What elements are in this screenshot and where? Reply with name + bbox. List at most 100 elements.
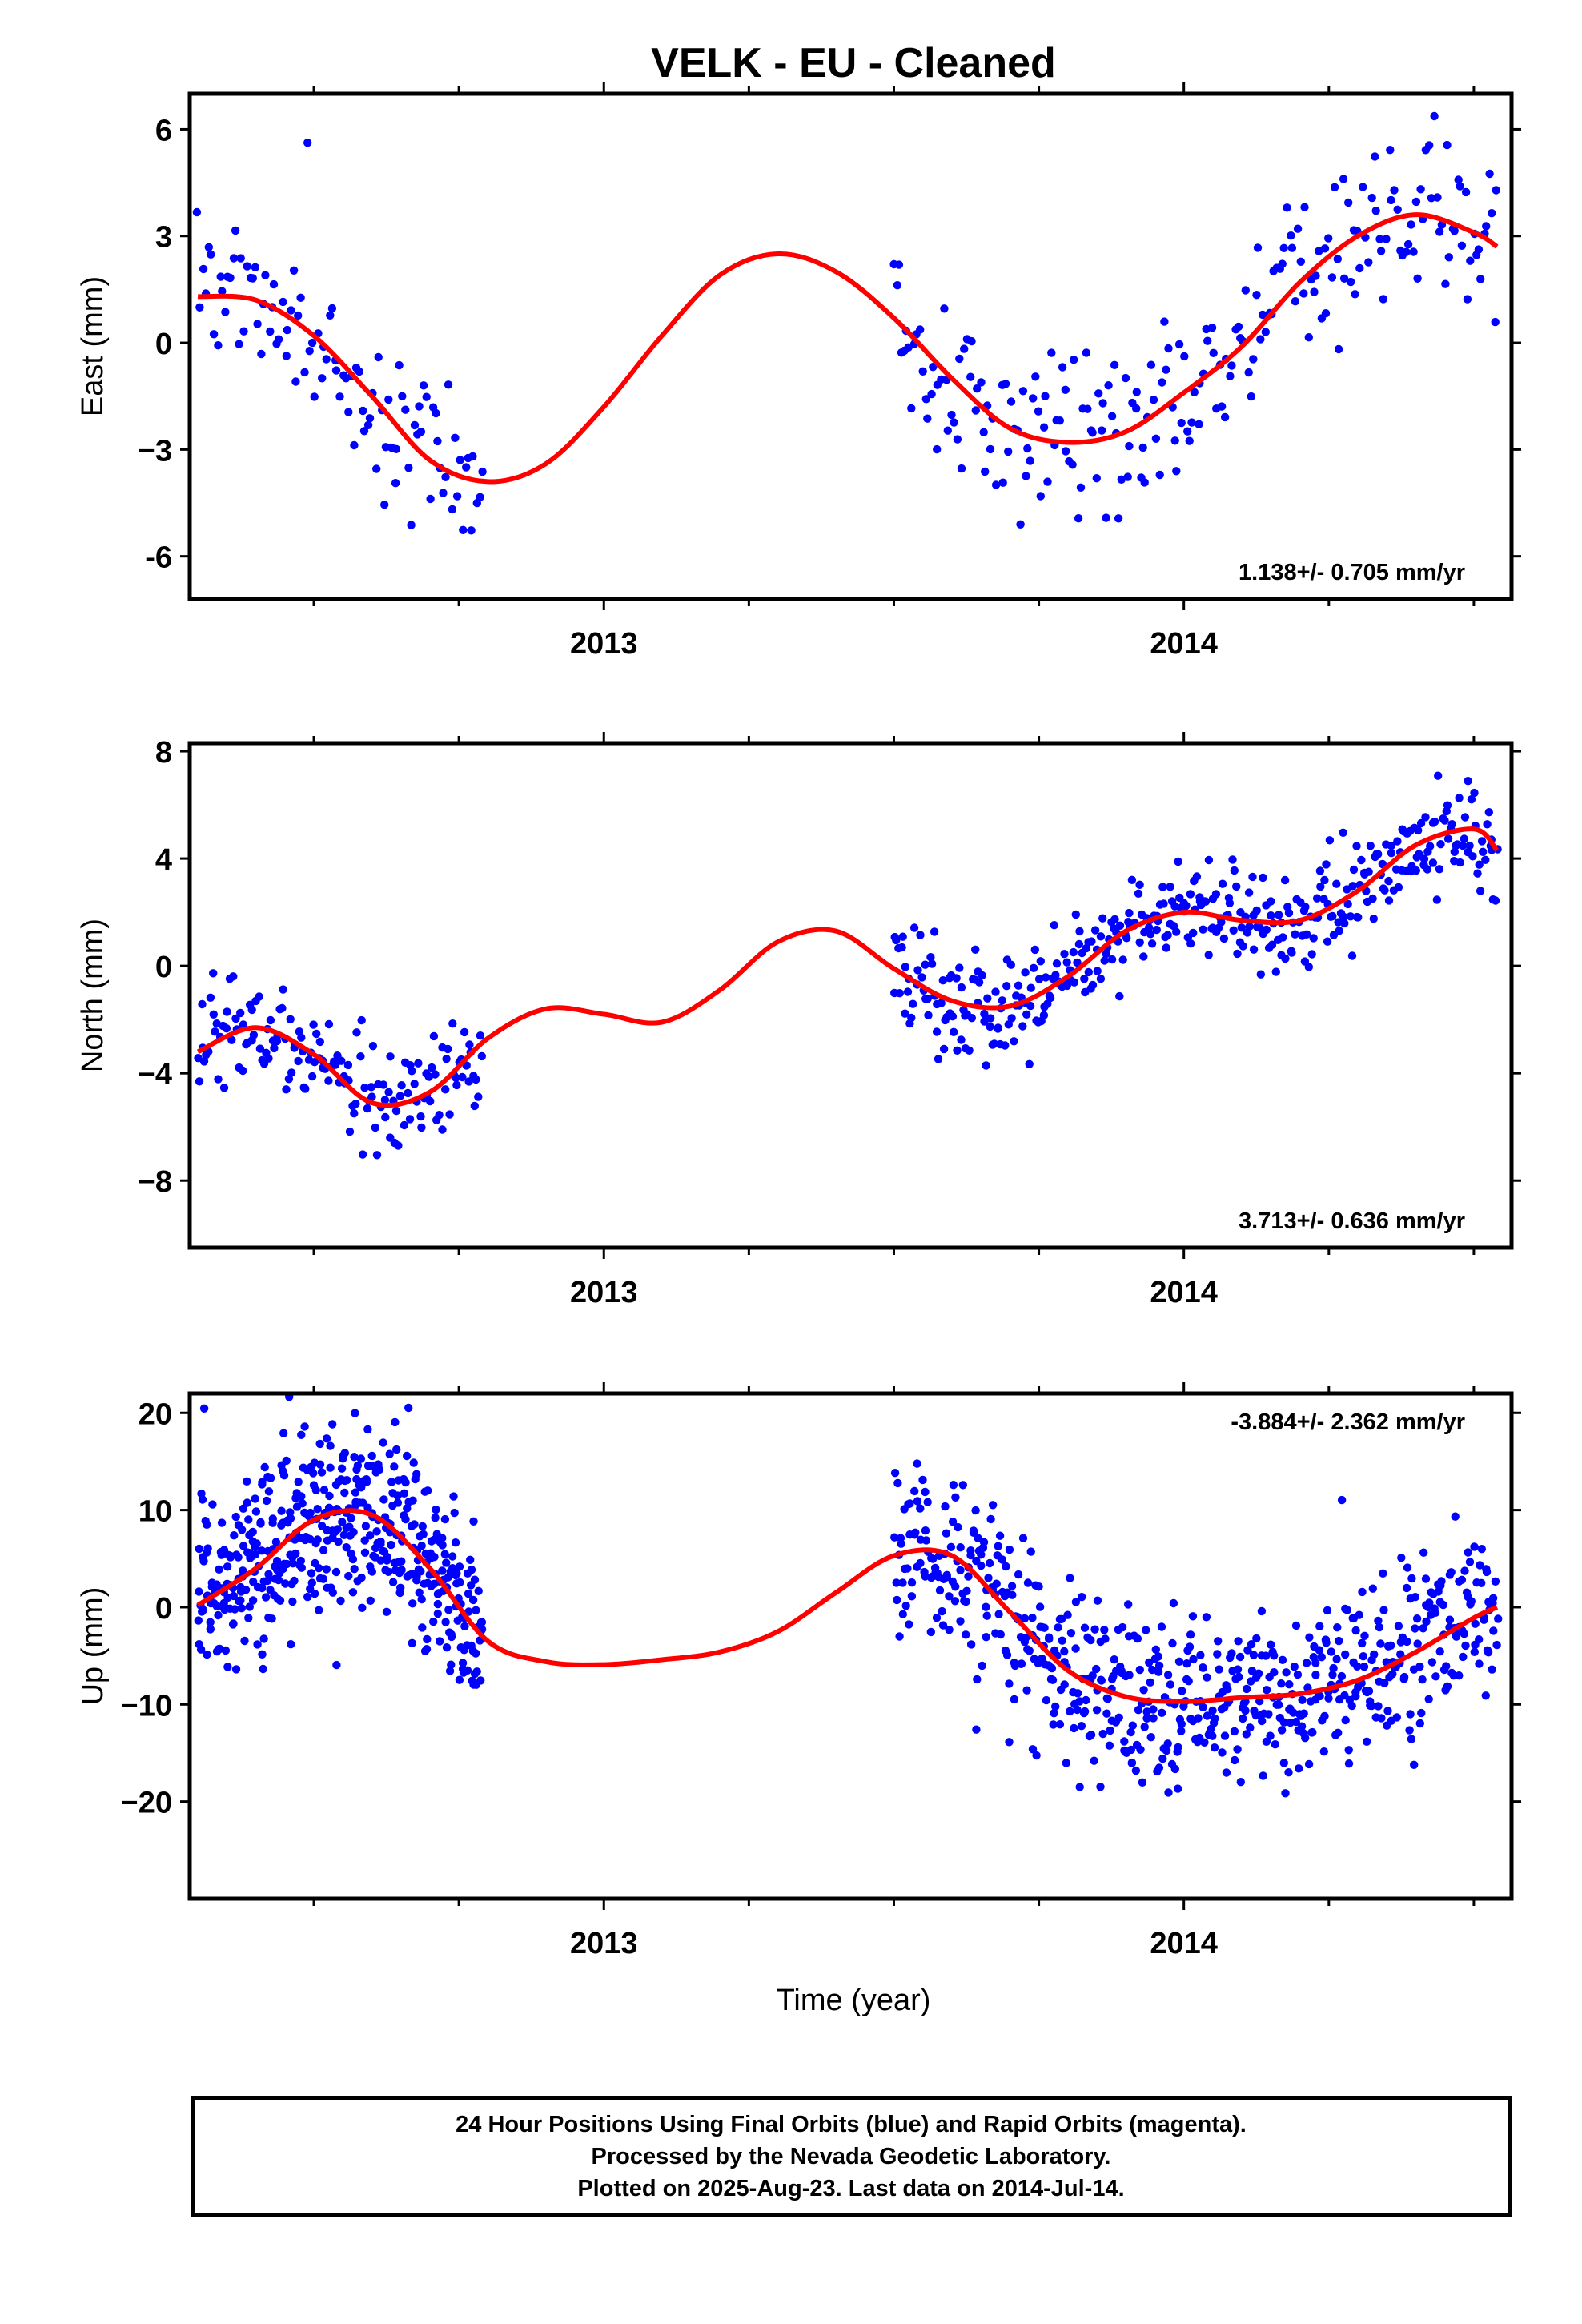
data-point — [1126, 1745, 1136, 1755]
data-point — [1217, 918, 1226, 927]
data-point — [1466, 256, 1475, 265]
data-point — [351, 1100, 360, 1108]
data-point — [322, 355, 331, 364]
data-point — [1414, 826, 1423, 835]
data-point — [994, 1610, 1003, 1618]
data-point — [991, 480, 1001, 489]
data-point — [1270, 1651, 1279, 1660]
data-point — [221, 308, 230, 316]
data-point — [1434, 771, 1443, 780]
data-point — [1126, 1727, 1135, 1737]
data-point — [239, 1542, 248, 1550]
data-point — [1210, 1743, 1219, 1752]
data-point — [243, 262, 251, 271]
data-point — [1307, 950, 1316, 959]
panels: 6 3 0 −3 -6 2013 2014 East (mm) 1.138+/- 0.705 m… — [76, 82, 1521, 1960]
data-point — [1136, 1745, 1145, 1754]
data-points — [194, 1393, 1503, 1798]
data-point — [415, 1588, 424, 1597]
y-axis-label: Up (mm) — [76, 1587, 110, 1706]
data-point — [1323, 937, 1332, 946]
data-point — [405, 1115, 415, 1124]
data-point — [291, 1549, 300, 1558]
data-point — [1002, 1651, 1012, 1659]
data-point — [1199, 1703, 1207, 1711]
data-point — [203, 1544, 212, 1553]
data-point — [1219, 934, 1229, 943]
data-point — [1281, 954, 1290, 963]
data-point — [331, 1567, 341, 1577]
plot-frame — [187, 91, 1514, 601]
data-point — [1374, 1616, 1383, 1626]
data-point — [1006, 960, 1016, 969]
data-point — [1430, 111, 1439, 121]
data-point — [1281, 1789, 1290, 1798]
data-point — [986, 1558, 994, 1568]
data-point — [360, 1548, 370, 1558]
data-point — [895, 989, 905, 998]
data-point — [1277, 1679, 1286, 1688]
data-point — [1233, 1665, 1243, 1674]
data-point — [998, 478, 1007, 487]
data-point — [1177, 418, 1186, 428]
data-point — [1082, 348, 1091, 357]
data-point — [916, 931, 925, 939]
data-point — [1247, 1667, 1257, 1675]
data-point — [440, 1514, 450, 1524]
data-point — [1154, 1763, 1164, 1772]
data-point — [1450, 847, 1460, 857]
data-point — [195, 1587, 203, 1596]
data-point — [1427, 1658, 1437, 1667]
data-point — [1447, 1568, 1456, 1577]
data-point — [387, 1540, 396, 1550]
data-point — [1061, 385, 1070, 394]
data-point — [1158, 1708, 1166, 1717]
y-tick-label: 0 — [155, 951, 172, 984]
data-point — [897, 1539, 905, 1548]
data-point — [1427, 194, 1436, 203]
data-point — [1127, 875, 1137, 885]
data-point — [1058, 1636, 1066, 1645]
data-point — [926, 953, 935, 962]
data-point — [1316, 882, 1325, 891]
data-point — [407, 521, 416, 529]
data-point — [1422, 1617, 1431, 1626]
data-point — [1329, 1663, 1338, 1673]
data-point — [297, 1492, 306, 1501]
y-tick-label: 6 — [155, 114, 172, 147]
data-point — [1243, 1646, 1252, 1655]
data-point — [1073, 1689, 1082, 1698]
y-tick-label: 8 — [155, 736, 172, 770]
data-point — [441, 1085, 450, 1094]
data-point — [1335, 1636, 1343, 1646]
fit-curve — [196, 826, 1500, 1108]
data-point — [444, 380, 453, 389]
data-point — [442, 1643, 452, 1652]
data-point — [1247, 1640, 1256, 1649]
data-point — [1301, 1734, 1310, 1743]
data-point — [1177, 1727, 1186, 1735]
data-point — [1339, 274, 1349, 283]
data-point — [982, 1061, 990, 1070]
data-point — [923, 1498, 932, 1506]
data-point — [469, 1517, 478, 1526]
data-point — [898, 932, 907, 941]
data-point — [957, 1035, 966, 1044]
data-point — [252, 1539, 261, 1548]
data-point — [1242, 1684, 1251, 1694]
data-point — [953, 435, 962, 444]
data-point — [412, 1470, 421, 1479]
data-point — [1444, 253, 1454, 262]
data-point — [1174, 1743, 1182, 1752]
data-point — [1177, 1719, 1186, 1728]
data-point — [1374, 1702, 1383, 1711]
data-point — [282, 1456, 291, 1466]
data-point — [1028, 1614, 1037, 1622]
rate-annotation: 1.138+/- 0.705 mm/yr — [1239, 560, 1465, 585]
data-point — [918, 1475, 927, 1485]
data-point — [1078, 1593, 1086, 1602]
data-point — [297, 1563, 306, 1572]
data-point — [984, 1574, 993, 1582]
data-point — [287, 1640, 295, 1649]
data-point — [1031, 372, 1040, 381]
